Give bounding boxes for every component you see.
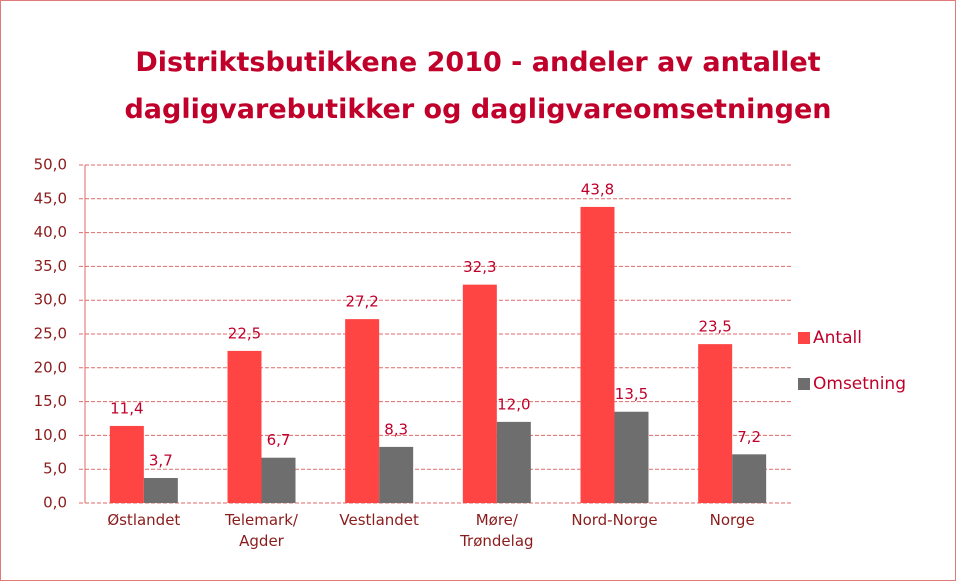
- x-tick-label: Norge: [709, 511, 755, 529]
- data-label: 6,7: [267, 431, 291, 449]
- bar: [227, 350, 262, 503]
- y-tick-label: 0,0: [43, 494, 67, 512]
- legend-label: Antall: [813, 328, 862, 348]
- data-label: 7,2: [737, 428, 761, 446]
- x-tick-label: Telemark/ Agder: [225, 511, 298, 550]
- data-label: 43,8: [581, 180, 614, 198]
- y-tick-label: 30,0: [34, 291, 67, 309]
- bar: [462, 284, 497, 503]
- x-tick-label: Møre/ Trøndelag: [460, 511, 534, 550]
- bar: [345, 319, 380, 503]
- data-label: 11,4: [110, 399, 143, 417]
- legend-swatch: [798, 332, 810, 344]
- bar: [261, 457, 296, 503]
- legend-swatch: [798, 378, 810, 390]
- legend-label: Omsetning: [813, 374, 906, 394]
- y-tick-label: 40,0: [34, 223, 67, 241]
- y-tick-label: 25,0: [34, 325, 67, 343]
- y-tick-label: 20,0: [34, 358, 67, 376]
- data-label: 32,3: [463, 258, 496, 276]
- y-tick-label: 45,0: [34, 189, 67, 207]
- y-tick-label: 10,0: [34, 426, 67, 444]
- bar: [698, 344, 733, 503]
- y-tick-label: 5,0: [43, 460, 67, 478]
- bar: [580, 206, 615, 504]
- bar: [379, 446, 414, 503]
- bar: [496, 421, 531, 503]
- y-tick-label: 35,0: [34, 257, 67, 275]
- data-label: 22,5: [228, 324, 261, 342]
- data-label: 3,7: [149, 451, 173, 469]
- data-label: 13,5: [615, 385, 648, 403]
- bar: [732, 454, 767, 503]
- data-label: 8,3: [384, 420, 408, 438]
- chart-title: Distriktsbutikkene 2010 - andeler av ant…: [124, 47, 832, 125]
- x-tick-label: Nord-Norge: [571, 511, 658, 529]
- bar: [109, 425, 144, 503]
- bar: [614, 411, 649, 503]
- x-tick-label: Vestlandet: [339, 511, 419, 529]
- data-label: 27,2: [345, 293, 378, 311]
- bar: [143, 477, 178, 503]
- x-tick-label: Østlandet: [107, 511, 181, 529]
- y-tick-label: 15,0: [34, 392, 67, 410]
- data-label: 23,5: [698, 318, 731, 336]
- data-label: 12,0: [497, 395, 530, 413]
- y-tick-label: 50,0: [34, 156, 67, 174]
